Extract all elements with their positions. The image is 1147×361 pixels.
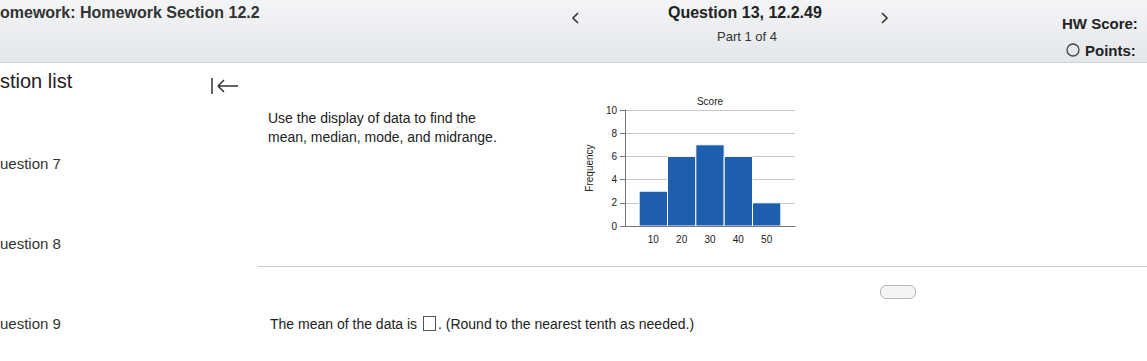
svg-text:8: 8 [611,128,617,139]
svg-text:10: 10 [648,234,660,245]
html-text:. (Round to the nearest tenth: . (Round to the nearest tenth as needed.… [438,316,694,332]
svg-text:30: 30 [704,234,716,245]
svg-text:Frequency: Frequency [584,144,595,191]
svg-text:40: 40 [733,234,745,245]
svg-text:10: 10 [606,105,618,116]
svg-text:4: 4 [611,174,617,185]
html-text:mean, median, mode, and midran: mean, median, mode, and midrange. [268,129,497,145]
html-text:uestion 7: uestion 7 [0,155,61,172]
svg-text:6: 6 [611,151,617,162]
html-text:HW Score:: HW Score: [1062,15,1138,32]
svg-text:50: 50 [761,234,773,245]
html-text:omework: Homework Section 12.2: omework: Homework Section 12.2 [0,4,260,21]
svg-text:2: 2 [611,197,617,208]
html-text:Question 13, 12.2.49: Question 13, 12.2.49 [668,4,822,21]
svg-text:Score: Score [697,96,724,107]
html-text:uestion 8: uestion 8 [0,235,61,252]
html-text:Points:: Points: [1085,42,1136,59]
html-text:Use the display of data to fin: Use the display of data to find the [268,110,476,126]
svg-text:0: 0 [611,221,617,232]
html-text:The mean of the data is: The mean of the data is [270,316,421,332]
html-text:uestion 9: uestion 9 [0,315,61,332]
html-text:Part 1 of 4: Part 1 of 4 [717,29,777,44]
html-text:stion list: stion list [0,70,73,92]
svg-text:20: 20 [676,234,688,245]
